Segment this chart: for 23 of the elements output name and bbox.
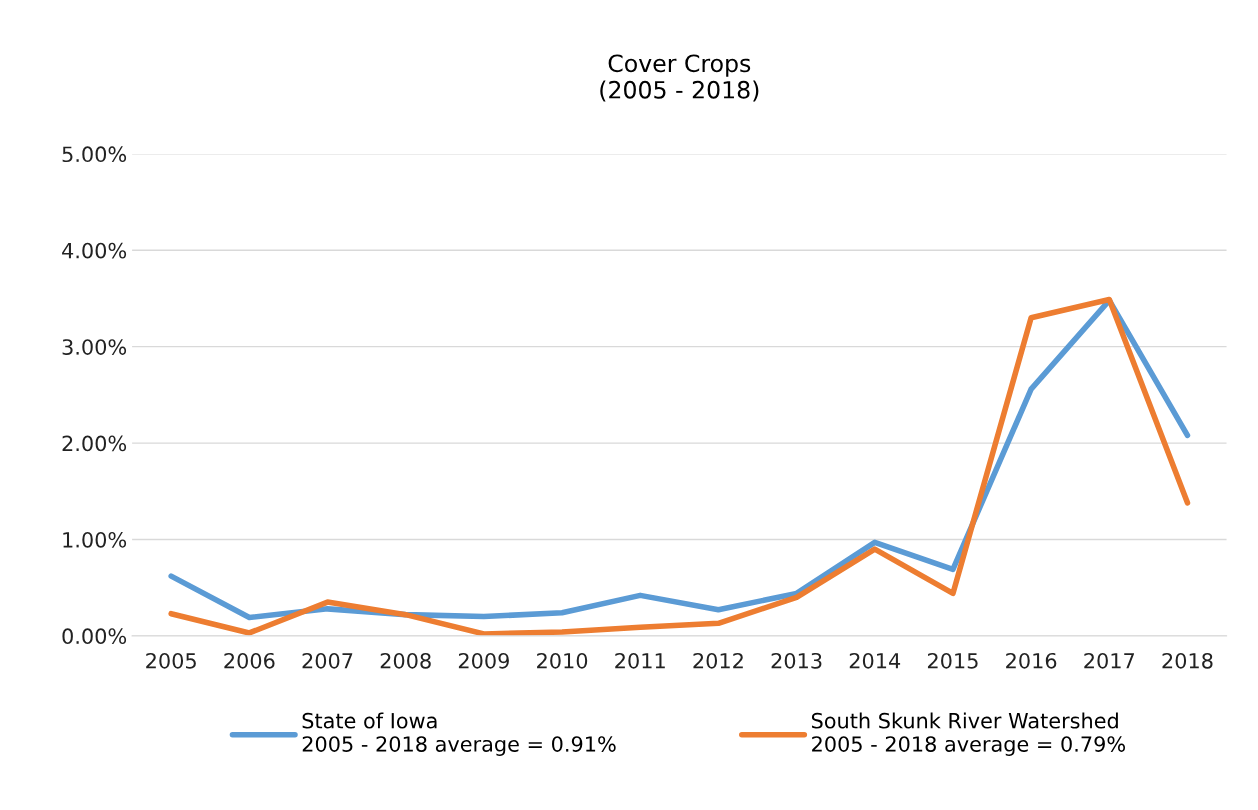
x-tick-label: 2005 bbox=[146, 652, 196, 669]
x-tick-label: 2018 bbox=[1162, 652, 1213, 669]
y-tick-label: 5.00% bbox=[62, 146, 127, 163]
y-tick-label: 2.00% bbox=[62, 435, 127, 452]
x-tick-label: 2009 bbox=[458, 652, 509, 669]
y-tick-label: 0.00% bbox=[62, 628, 127, 645]
x-tick-label: 2016 bbox=[1006, 652, 1057, 669]
x-tick-label: 2007 bbox=[302, 652, 353, 669]
legend-label: South Skunk River Watershed 2005 - 2018 average = 0.79% bbox=[811, 712, 1126, 756]
x-tick-label: 2017 bbox=[1084, 652, 1135, 669]
x-tick-label: 2014 bbox=[849, 652, 901, 669]
chart-title: Cover Crops (2005 - 2018) bbox=[600, 54, 759, 102]
x-tick-label: 2008 bbox=[380, 652, 431, 669]
x-tick-label: 2010 bbox=[537, 652, 588, 669]
x-tick-label: 2011 bbox=[615, 652, 665, 669]
legend-label: State of Iowa 2005 - 2018 average = 0.91% bbox=[302, 712, 616, 756]
x-tick-label: 2006 bbox=[224, 652, 275, 669]
x-tick-label: 2015 bbox=[927, 652, 978, 669]
y-tick-label: 1.00% bbox=[63, 531, 127, 548]
x-tick-label: 2012 bbox=[693, 652, 743, 669]
y-tick-label: 3.00% bbox=[62, 339, 127, 355]
y-tick-label: 4.00% bbox=[62, 242, 127, 259]
x-tick-label: 2013 bbox=[771, 652, 822, 669]
